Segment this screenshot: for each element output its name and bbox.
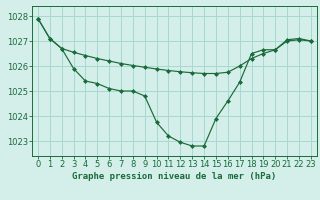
X-axis label: Graphe pression niveau de la mer (hPa): Graphe pression niveau de la mer (hPa) xyxy=(72,172,276,181)
